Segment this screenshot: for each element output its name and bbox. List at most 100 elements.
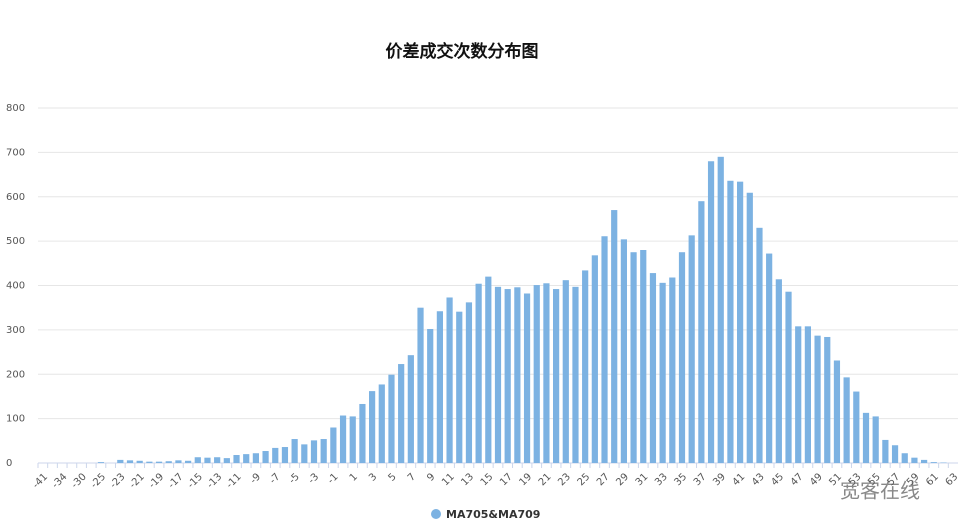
- y-tick-label: 300: [6, 325, 25, 336]
- x-tick-label: 15: [479, 471, 496, 488]
- bar: [146, 461, 153, 463]
- y-tick-label: 500: [6, 236, 25, 247]
- x-tick-label: -9: [248, 471, 263, 486]
- x-tick-label: 61: [924, 471, 941, 488]
- bar: [417, 307, 424, 463]
- x-tick-label: -25: [89, 471, 108, 490]
- bar: [223, 458, 230, 463]
- x-tick-label: 17: [498, 471, 515, 488]
- bar: [523, 293, 531, 463]
- bar: [339, 415, 347, 463]
- bar: [717, 156, 724, 463]
- x-tick-label: -15: [186, 471, 205, 490]
- bar: [97, 462, 105, 463]
- bar: [194, 457, 201, 463]
- bar: [814, 335, 821, 463]
- bar: [756, 227, 763, 463]
- bar: [833, 360, 841, 463]
- x-tick-label: -7: [268, 471, 283, 486]
- x-tick-label: -13: [205, 471, 224, 490]
- x-tick-label: 5: [386, 471, 398, 483]
- y-tick-label: 600: [6, 192, 25, 203]
- x-tick-label: 23: [556, 471, 573, 488]
- bar: [533, 285, 540, 463]
- bar: [281, 447, 289, 463]
- bar: [117, 459, 124, 463]
- bar: [891, 445, 899, 463]
- bar: [843, 377, 850, 463]
- bar: [301, 444, 308, 463]
- bar: [775, 279, 782, 463]
- bar: [649, 273, 657, 463]
- bar: [882, 439, 889, 463]
- x-tick-label: -34: [50, 471, 69, 490]
- bar: [185, 460, 192, 463]
- x-tick-label: 21: [537, 471, 554, 488]
- x-tick-label: 29: [614, 471, 631, 488]
- x-tick-label: -30: [69, 471, 88, 490]
- bar: [737, 181, 744, 463]
- bar: [175, 460, 182, 463]
- bar: [785, 291, 792, 463]
- x-tick-label: 7: [406, 471, 418, 483]
- bar: [640, 250, 647, 463]
- y-tick-label: 200: [6, 369, 25, 380]
- bar: [601, 236, 608, 463]
- chart-title: 价差成交次数分布图: [386, 41, 539, 62]
- bar: [872, 416, 879, 463]
- bar: [514, 287, 521, 463]
- legend-marker: [431, 509, 441, 519]
- x-tick-label: 37: [692, 471, 709, 488]
- bar: [291, 439, 298, 463]
- bar: [727, 180, 734, 463]
- x-tick-label: -41: [31, 471, 50, 490]
- bar: [678, 252, 686, 463]
- x-tick-label: 25: [576, 471, 593, 488]
- y-tick-label: 0: [6, 458, 12, 469]
- x-tick-label: 45: [769, 471, 786, 488]
- bar: [378, 384, 385, 463]
- y-tick-label: 400: [6, 281, 25, 292]
- bar: [330, 427, 337, 463]
- bar: [436, 311, 443, 463]
- x-tick-label: 11: [440, 471, 457, 488]
- bar: [582, 270, 589, 463]
- bar: [243, 454, 250, 463]
- x-tick-label: -21: [128, 471, 147, 490]
- x-tick-label: 3: [367, 471, 379, 483]
- y-tick-label: 700: [6, 147, 25, 158]
- bar: [707, 161, 715, 463]
- x-tick-label: 1: [348, 471, 360, 483]
- bar: [921, 459, 928, 463]
- y-tick-label: 100: [6, 414, 25, 425]
- x-tick-label: -19: [147, 471, 166, 490]
- x-tick-label: -17: [166, 471, 185, 490]
- bar: [611, 210, 618, 463]
- bar: [155, 461, 163, 463]
- bar: [504, 289, 511, 463]
- bar: [446, 297, 453, 463]
- bar: [901, 453, 908, 463]
- bar: [262, 451, 269, 463]
- x-tick-label: -11: [224, 471, 243, 490]
- bar: [126, 460, 134, 463]
- bar: [562, 280, 569, 463]
- bar: [911, 457, 918, 463]
- bar: [572, 286, 579, 463]
- x-tick-label: -23: [108, 471, 127, 490]
- bar: [688, 235, 695, 463]
- bar: [214, 457, 221, 463]
- bar: [320, 439, 327, 463]
- bar: [630, 252, 637, 463]
- bar: [746, 192, 753, 463]
- watermark: 宽客在线: [840, 479, 920, 503]
- bar: [407, 355, 414, 463]
- x-tick-label: 49: [808, 471, 825, 488]
- bar: [233, 455, 240, 463]
- x-tick-label: 47: [789, 471, 806, 488]
- bar: [494, 286, 502, 463]
- bar: [398, 364, 405, 463]
- bar: [388, 374, 395, 463]
- bar: [369, 391, 376, 463]
